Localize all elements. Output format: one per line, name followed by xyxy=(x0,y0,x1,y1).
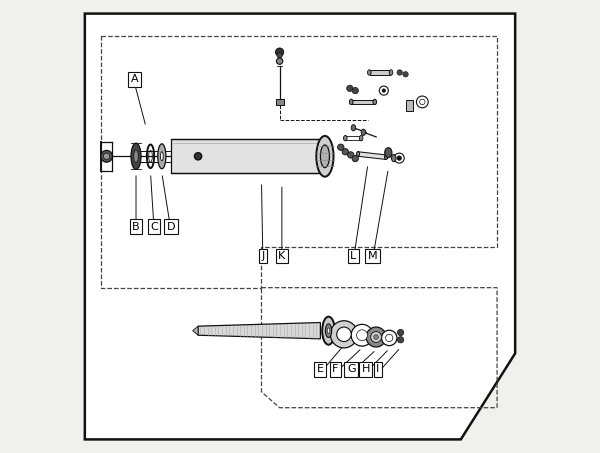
Text: B: B xyxy=(132,222,140,231)
Circle shape xyxy=(397,337,404,343)
Bar xyxy=(275,99,284,105)
Bar xyxy=(370,70,390,75)
Circle shape xyxy=(397,70,403,75)
Circle shape xyxy=(331,321,358,348)
Circle shape xyxy=(382,330,397,346)
Circle shape xyxy=(366,327,386,347)
Circle shape xyxy=(382,89,386,92)
Ellipse shape xyxy=(316,136,334,177)
Ellipse shape xyxy=(373,99,377,105)
Bar xyxy=(352,100,374,104)
Polygon shape xyxy=(193,326,198,335)
Circle shape xyxy=(101,150,112,162)
Circle shape xyxy=(403,72,408,77)
Ellipse shape xyxy=(356,152,359,156)
Text: K: K xyxy=(278,251,286,261)
Text: D: D xyxy=(167,222,175,231)
Polygon shape xyxy=(198,323,320,339)
Ellipse shape xyxy=(322,317,335,345)
Text: J: J xyxy=(261,251,265,261)
Ellipse shape xyxy=(385,148,392,158)
Text: H: H xyxy=(361,364,370,374)
Circle shape xyxy=(351,324,373,346)
Ellipse shape xyxy=(389,70,393,75)
Ellipse shape xyxy=(158,144,166,169)
Circle shape xyxy=(338,144,344,150)
Ellipse shape xyxy=(359,135,363,141)
Ellipse shape xyxy=(349,99,353,105)
Ellipse shape xyxy=(160,152,163,161)
Circle shape xyxy=(275,48,284,56)
Bar xyxy=(406,100,413,111)
Ellipse shape xyxy=(131,143,141,169)
Circle shape xyxy=(337,327,351,342)
Ellipse shape xyxy=(351,125,356,131)
Ellipse shape xyxy=(361,129,365,135)
Ellipse shape xyxy=(320,145,329,168)
Ellipse shape xyxy=(385,155,388,159)
Text: G: G xyxy=(347,364,356,374)
Polygon shape xyxy=(358,152,386,159)
Ellipse shape xyxy=(277,58,283,64)
Ellipse shape xyxy=(392,154,396,162)
Circle shape xyxy=(352,87,358,94)
Ellipse shape xyxy=(343,135,347,141)
Text: L: L xyxy=(350,251,356,261)
Circle shape xyxy=(103,153,110,159)
Text: E: E xyxy=(317,364,324,374)
Circle shape xyxy=(356,330,367,341)
Circle shape xyxy=(374,335,379,339)
Circle shape xyxy=(352,155,358,162)
Circle shape xyxy=(194,153,202,160)
Polygon shape xyxy=(171,140,320,173)
Circle shape xyxy=(342,149,349,155)
Text: M: M xyxy=(368,251,377,261)
Circle shape xyxy=(347,85,353,92)
Circle shape xyxy=(347,152,354,158)
Circle shape xyxy=(397,329,404,336)
Circle shape xyxy=(277,53,283,58)
Ellipse shape xyxy=(134,150,138,163)
Text: C: C xyxy=(150,222,158,231)
Polygon shape xyxy=(85,14,515,439)
Text: F: F xyxy=(332,364,338,374)
Ellipse shape xyxy=(367,70,371,75)
Ellipse shape xyxy=(327,328,330,333)
Circle shape xyxy=(371,332,382,342)
Ellipse shape xyxy=(325,324,332,337)
Text: A: A xyxy=(131,74,139,84)
Circle shape xyxy=(386,334,393,342)
Text: I: I xyxy=(376,364,380,374)
Circle shape xyxy=(397,156,401,160)
